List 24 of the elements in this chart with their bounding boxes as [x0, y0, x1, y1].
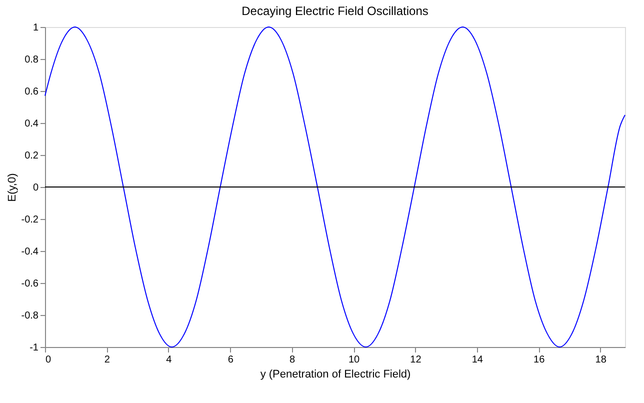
x-tick-label: 8 — [290, 354, 296, 366]
y-tick-label: 1 — [32, 22, 39, 34]
y-tick-label: 0.2 — [24, 150, 39, 162]
y-tick-label: -0.4 — [21, 246, 39, 258]
x-tick-label: 2 — [104, 354, 110, 366]
x-tick-label: 10 — [348, 354, 360, 366]
x-axis-title: y (Penetration of Electric Field) — [260, 368, 411, 380]
x-tick-label: 0 — [46, 354, 52, 366]
x-tick-label: 14 — [472, 354, 484, 366]
x-tick-label: 12 — [410, 354, 422, 366]
y-tick-label: -1 — [30, 342, 39, 354]
y-axis-title: E(y,0) — [6, 173, 18, 202]
y-tick-label: 0 — [32, 182, 39, 194]
x-tick-label: 6 — [228, 354, 234, 366]
y-tick-label: 0.6 — [24, 86, 39, 98]
y-tick-label: 0.8 — [24, 54, 39, 66]
x-tick-label: 16 — [534, 354, 546, 366]
y-tick-label: 0.4 — [24, 118, 39, 130]
y-tick-label: -0.6 — [21, 278, 39, 290]
chart-title: Decaying Electric Field Oscillations — [242, 4, 428, 18]
x-tick-label: 18 — [595, 354, 607, 366]
y-tick-label: -0.8 — [21, 310, 39, 322]
y-tick-label: -0.2 — [21, 214, 39, 226]
x-tick-label: 4 — [166, 354, 172, 366]
